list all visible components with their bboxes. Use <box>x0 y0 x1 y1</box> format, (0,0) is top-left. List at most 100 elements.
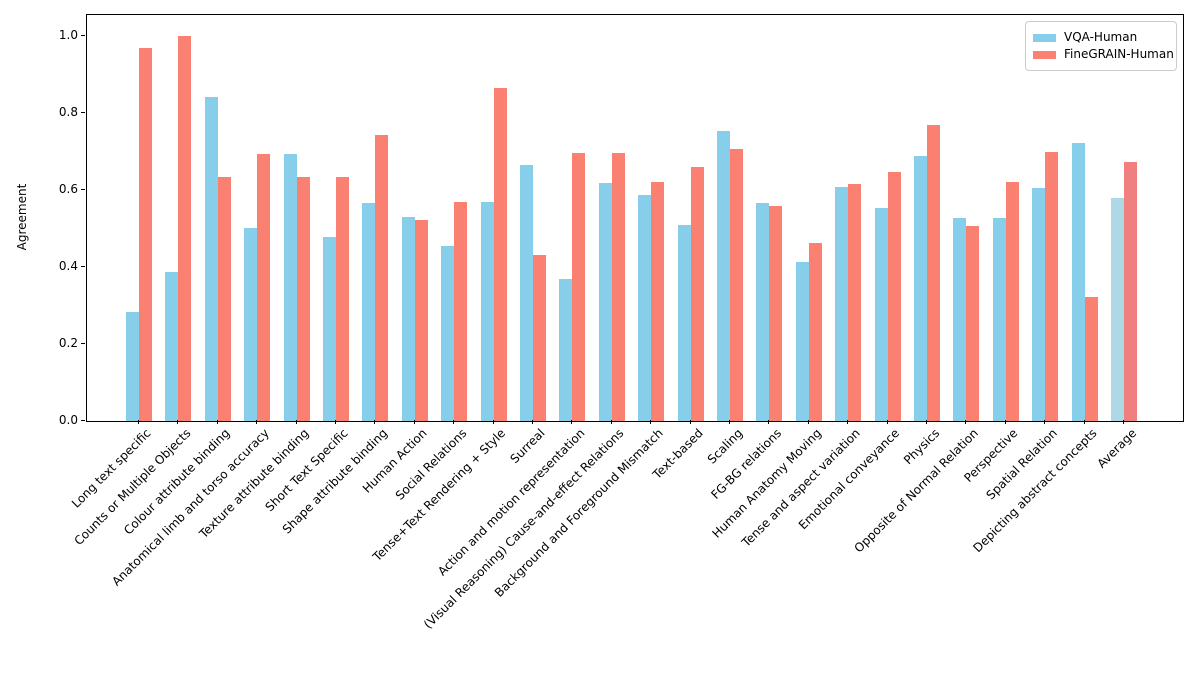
x-tick <box>138 420 139 424</box>
y-tick-label-0-0: 0.0 <box>58 413 78 427</box>
bar-vqa-human-long-text-specific <box>126 312 139 421</box>
legend-swatch-vqa-human <box>1033 33 1056 42</box>
x-category-label-average: Average <box>1094 426 1139 471</box>
bar-finegrain-human-perspective <box>1005 182 1019 421</box>
bar-finegrain-human-visual-reasoning-cause-and-effect-relations <box>611 153 625 421</box>
bar-finegrain-human-average <box>1124 162 1137 421</box>
bar-vqa-human-fg-bg-relations <box>756 203 770 421</box>
legend-item-finegrain-human: FineGRAIN-Human <box>1033 47 1174 62</box>
bar-vqa-human-depicting-abstract-concepts <box>1071 143 1085 421</box>
y-tick <box>81 265 85 267</box>
bar-finegrain-human-tense-text-rendering-style <box>493 88 507 421</box>
x-category-label-spatial-relation: Spatial Relation <box>983 426 1061 503</box>
y-tick <box>81 419 85 421</box>
bar-vqa-human-visual-reasoning-cause-and-effect-relations <box>598 183 612 421</box>
bar-vqa-human-human-anatomy-moving <box>795 262 809 421</box>
x-tick <box>295 420 297 424</box>
bar-finegrain-human-human-action <box>414 220 428 421</box>
x-tick <box>256 420 258 424</box>
y-tick-label-0-2: 0.2 <box>58 336 78 350</box>
bar-vqa-human-surreal <box>520 165 533 421</box>
bar-vqa-human-shape-attribute-binding <box>362 203 376 421</box>
bar-finegrain-human-text-based <box>690 167 704 421</box>
bar-vqa-human-text-based <box>677 225 691 421</box>
x-tick <box>453 420 455 424</box>
x-tick <box>492 420 494 424</box>
bar-vqa-human-short-text-specific <box>323 237 336 421</box>
bar-finegrain-human-short-text-specific <box>336 177 349 421</box>
bar-finegrain-human-fg-bg-relations <box>769 206 783 421</box>
x-tick <box>1004 420 1006 424</box>
bar-vqa-human-action-and-motion-representation <box>559 279 573 421</box>
x-tick <box>1044 420 1046 424</box>
bar-vqa-human-background-and-foreground-mismatch <box>638 195 652 421</box>
bar-finegrain-human-background-and-foreground-mismatch <box>651 182 665 421</box>
bar-vqa-human-anatomical-limb-and-torso-accuracy <box>244 228 258 421</box>
bar-vqa-human-tense-text-rendering-style <box>480 202 494 421</box>
legend-item-vqa-human: VQA-Human <box>1033 30 1168 45</box>
bar-finegrain-human-counts-or-multiple-objects <box>178 36 192 421</box>
bar-finegrain-human-colour-attribute-binding <box>217 177 231 421</box>
x-category-label-fg-bg-relations: FG-BG relations <box>708 426 785 502</box>
y-tick-label-0-4: 0.4 <box>58 259 78 273</box>
bar-vqa-human-physics <box>914 156 927 421</box>
x-tick <box>216 420 218 424</box>
x-tick <box>729 420 730 424</box>
y-tick <box>81 34 85 36</box>
bar-finegrain-human-physics <box>927 125 940 421</box>
x-tick <box>768 420 770 424</box>
x-tick <box>650 420 652 424</box>
bar-vqa-human-human-action <box>401 217 415 421</box>
bar-vqa-human-counts-or-multiple-objects <box>165 272 179 421</box>
bar-finegrain-human-spatial-relation <box>1045 152 1059 421</box>
y-tick <box>81 111 85 113</box>
bar-finegrain-human-tense-and-aspect-variation <box>848 184 862 421</box>
bar-finegrain-human-social-relations <box>454 202 468 421</box>
bar-vqa-human-emotional-conveyance <box>874 208 888 421</box>
legend: VQA-Human FineGRAIN-Human <box>1025 21 1177 71</box>
bar-finegrain-human-surreal <box>533 255 546 421</box>
x-tick <box>177 420 179 424</box>
x-category-label-social-relations: Social Relations <box>392 426 470 503</box>
bar-finegrain-human-scaling <box>730 149 743 421</box>
x-tick <box>374 420 376 424</box>
bar-finegrain-human-depicting-abstract-concepts <box>1084 297 1098 421</box>
bar-vqa-human-tense-and-aspect-variation <box>835 187 849 421</box>
x-tick <box>1083 420 1085 424</box>
x-tick <box>689 420 691 424</box>
bar-finegrain-human-opposite-of-normal-relation <box>966 226 980 421</box>
bar-finegrain-human-human-anatomy-moving <box>808 243 822 421</box>
bar-vqa-human-colour-attribute-binding <box>204 97 218 421</box>
legend-label-finegrain-human: FineGRAIN-Human <box>1064 47 1174 61</box>
bar-vqa-human-spatial-relation <box>1032 188 1046 421</box>
bar-vqa-human-opposite-of-normal-relation <box>953 218 967 421</box>
y-axis-label: Agreement <box>15 183 29 251</box>
x-tick <box>886 420 888 424</box>
y-tick <box>81 342 85 344</box>
x-tick <box>532 420 533 424</box>
plot-area <box>86 14 1184 422</box>
bar-finegrain-human-action-and-motion-representation <box>572 153 586 421</box>
bar-finegrain-human-long-text-specific <box>139 48 152 421</box>
x-tick <box>610 420 612 424</box>
bar-finegrain-human-shape-attribute-binding <box>375 135 389 421</box>
legend-label-vqa-human: VQA-Human <box>1064 30 1138 44</box>
bar-vqa-human-average <box>1111 198 1124 421</box>
bar-finegrain-human-texture-attribute-binding <box>296 177 310 421</box>
x-tick <box>571 420 573 424</box>
x-tick <box>926 420 927 424</box>
bar-vqa-human-scaling <box>717 131 730 421</box>
y-tick <box>81 188 85 190</box>
x-category-label-action-and-motion-representation: Action and motion representation <box>434 426 588 579</box>
y-tick-label-0-8: 0.8 <box>58 105 78 119</box>
bar-finegrain-human-emotional-conveyance <box>887 172 901 421</box>
x-tick <box>965 420 967 424</box>
x-tick <box>413 420 415 424</box>
x-tick <box>335 420 336 424</box>
x-tick <box>807 420 809 424</box>
bar-vqa-human-social-relations <box>441 246 455 421</box>
y-tick-label-1-0: 1.0 <box>58 28 78 42</box>
bar-finegrain-human-anatomical-limb-and-torso-accuracy <box>257 154 271 421</box>
bar-vqa-human-perspective <box>992 218 1006 421</box>
